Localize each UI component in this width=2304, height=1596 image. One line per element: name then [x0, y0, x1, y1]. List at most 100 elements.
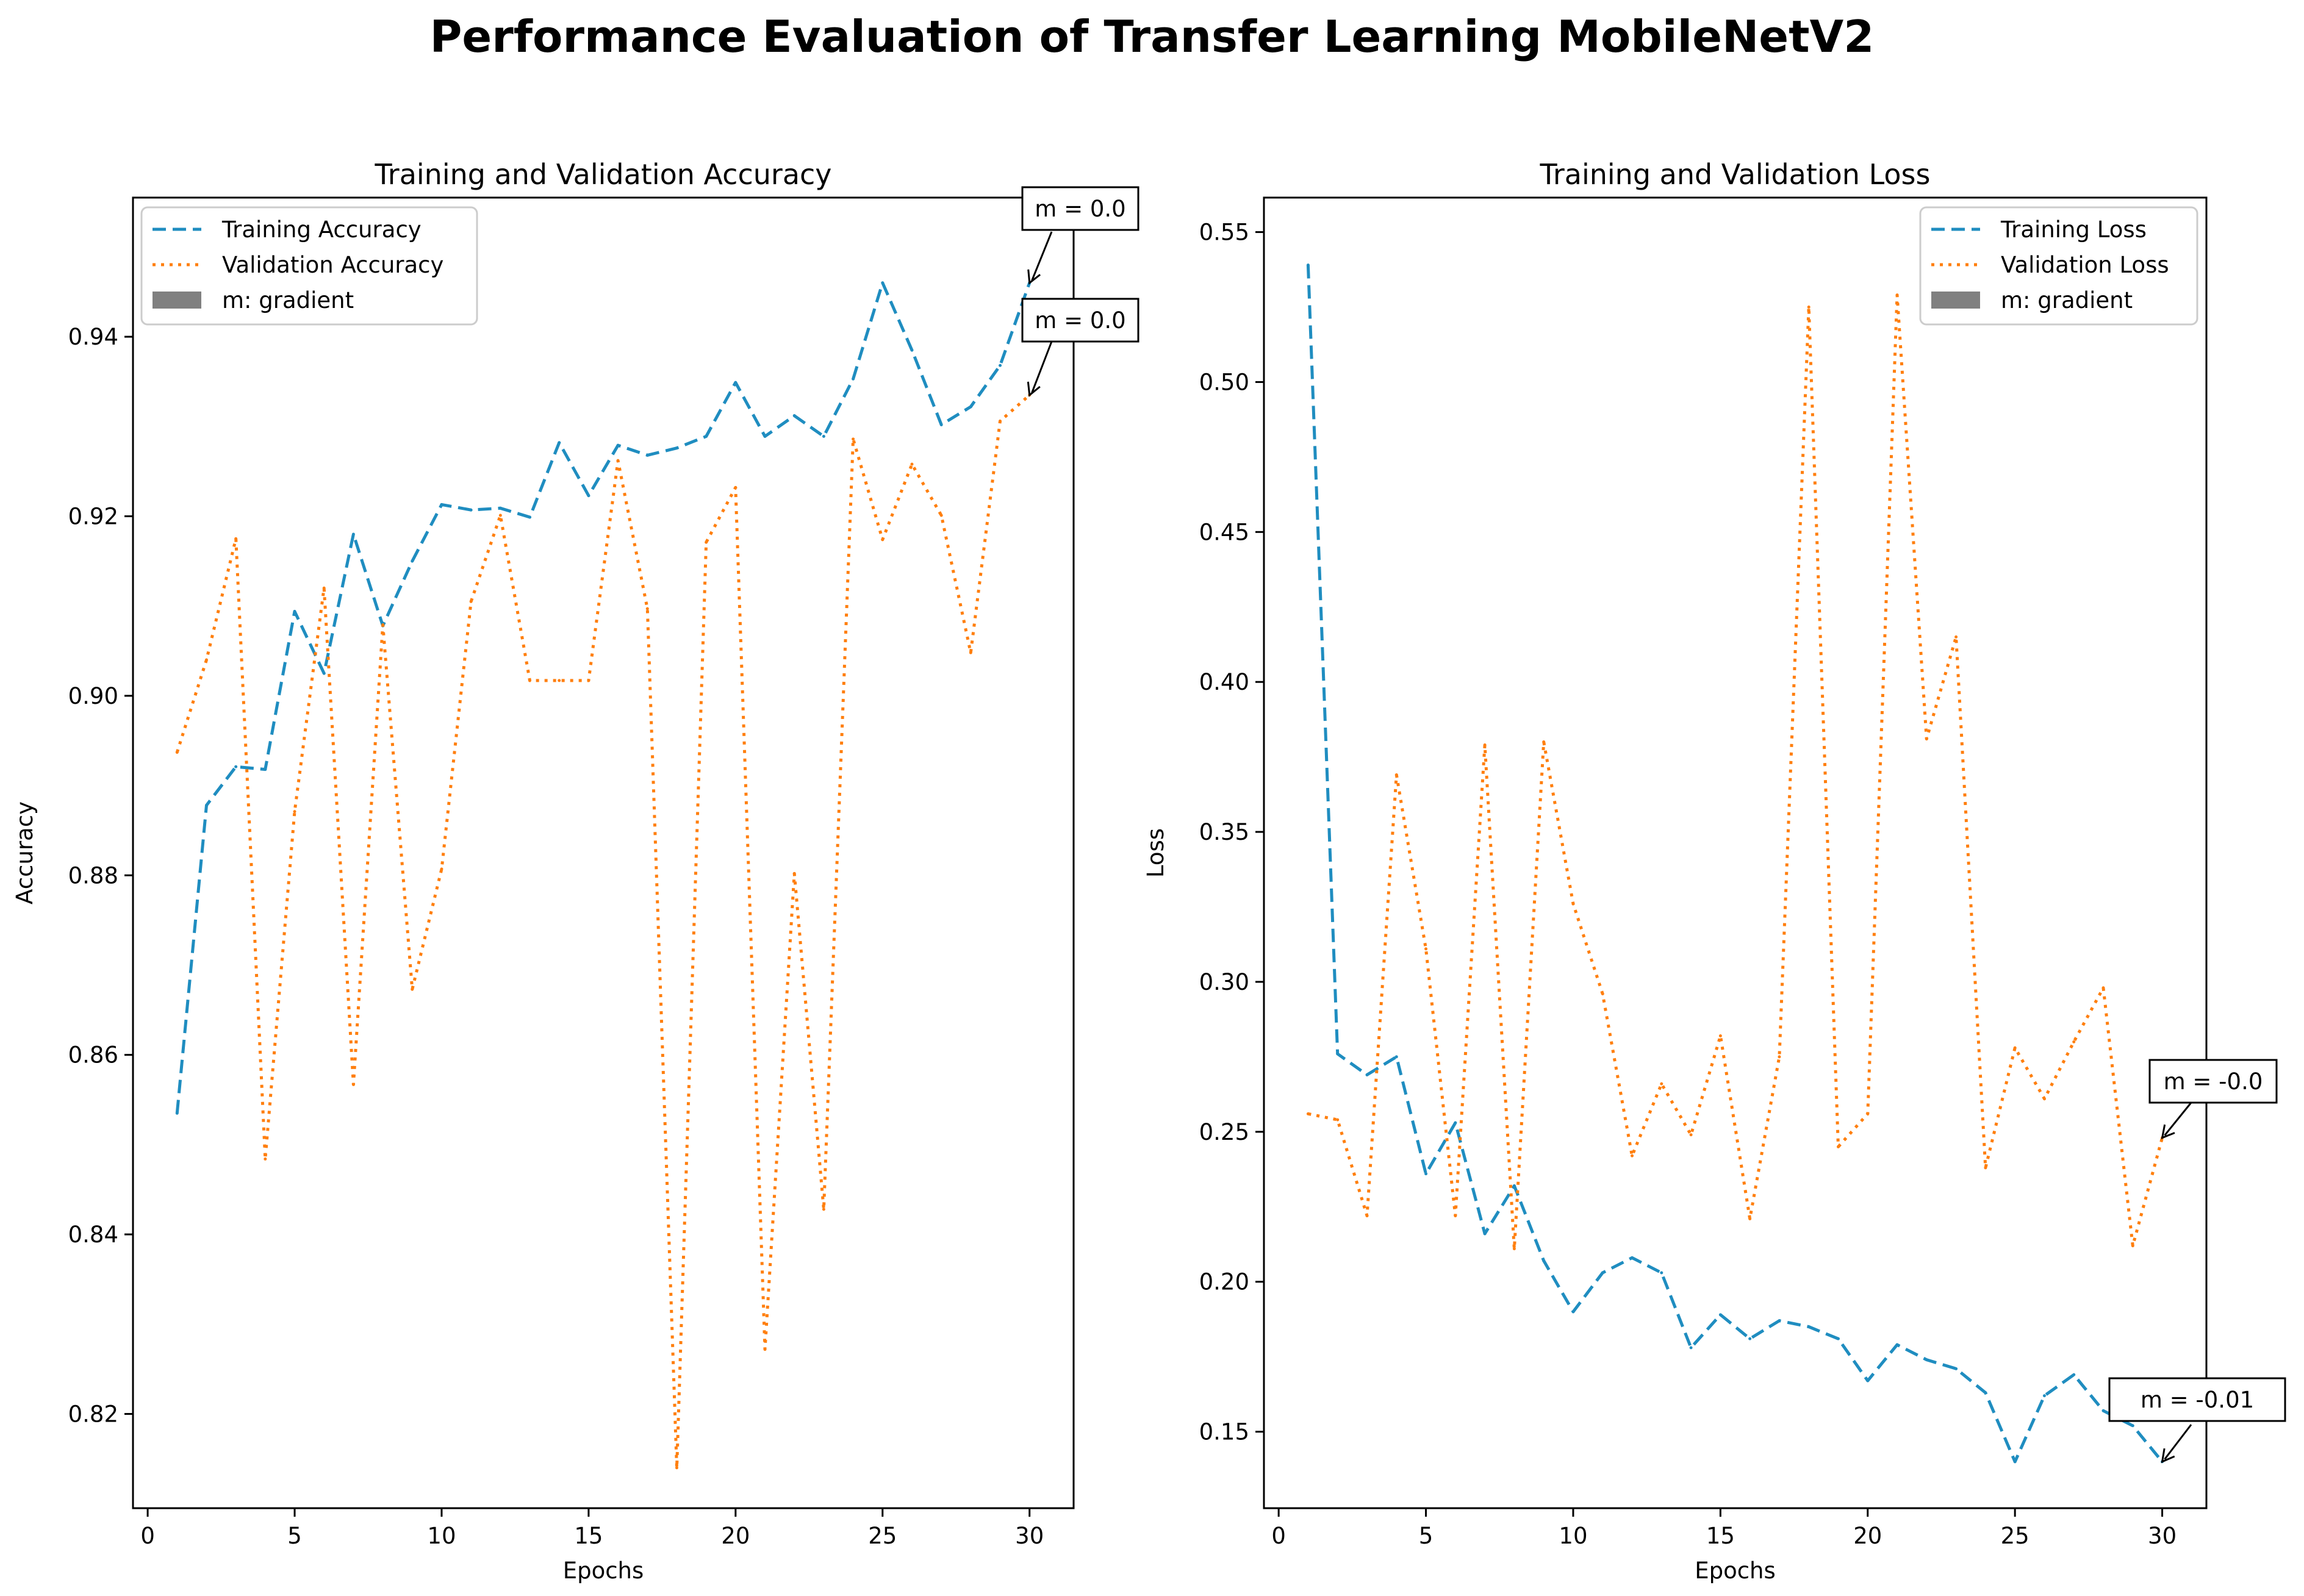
annotation-text: m = 0.0: [1035, 196, 1125, 222]
data-point: [1778, 1055, 1781, 1059]
data-point: [587, 494, 590, 498]
data-point: [1925, 737, 1928, 741]
gradient-annotation: m = -0.0: [2148, 1059, 2278, 1140]
gradient-annotation: m = -0.01: [2108, 1377, 2286, 1464]
data-point: [645, 607, 649, 610]
x-axis-label: Epochs: [1695, 1558, 1776, 1584]
data-point: [1454, 1214, 1457, 1218]
data-point: [558, 441, 561, 445]
y-tick-label: 0.25: [1199, 1119, 1249, 1145]
x-tick-label: 5: [287, 1523, 302, 1549]
data-point: [999, 363, 1002, 367]
data-point: [234, 537, 238, 540]
data-point: [2131, 1424, 2134, 1428]
data-point: [469, 508, 473, 512]
data-point: [204, 658, 208, 662]
data-point: [1954, 1367, 1958, 1370]
legend: Training Accuracy Validation Accuracy m: g…: [140, 206, 478, 326]
data-point: [1365, 1214, 1369, 1218]
x-tick-label: 25: [2001, 1523, 2029, 1549]
y-tick-label: 0.30: [1199, 969, 1249, 995]
annotation-box: [2148, 1059, 2278, 1104]
data-point: [411, 559, 414, 563]
x-tick-label: 0: [1271, 1523, 1286, 1549]
data-point: [792, 871, 796, 875]
data-point: [1631, 1154, 1634, 1158]
data-point: [1954, 635, 1958, 639]
data-point: [1984, 1391, 1987, 1395]
legend-label: Validation Loss: [2001, 252, 2169, 278]
data-point: [1660, 1082, 1663, 1086]
data-point: [1394, 773, 1398, 777]
data-point: [1718, 1313, 1722, 1317]
data-point: [440, 867, 443, 871]
legend-box: [140, 206, 478, 326]
x-tick-label: 20: [721, 1523, 750, 1549]
x-tick-label: 10: [427, 1523, 456, 1549]
annotation-text: m = -0.0: [2164, 1068, 2263, 1095]
data-point: [852, 437, 855, 441]
annotation-arrow-shaft: [2164, 1102, 2192, 1136]
x-tick-label: 20: [1853, 1523, 1882, 1549]
data-point: [1836, 1145, 1840, 1148]
data-point: [204, 803, 208, 807]
annotation-box: [2108, 1377, 2286, 1422]
data-point: [498, 514, 502, 517]
data-point: [1394, 1055, 1398, 1059]
series-line-training-accuracy: [175, 281, 1032, 1114]
y-tick-label: 0.86: [68, 1042, 118, 1068]
data-point: [175, 1111, 179, 1115]
data-point: [910, 462, 914, 466]
data-point: [381, 623, 385, 627]
legend-label: Training Accuracy: [221, 216, 422, 243]
data-point: [2042, 1097, 2046, 1101]
data-point: [1895, 293, 1899, 297]
y-tick-label: 0.82: [68, 1401, 118, 1427]
data-point: [881, 538, 885, 542]
annotation-arrow-head: [1027, 269, 1041, 285]
data-point: [1571, 1310, 1575, 1314]
data-point: [2013, 1046, 2017, 1050]
legend-box: [1919, 206, 2198, 326]
data-point: [1424, 947, 1428, 951]
y-tick-label: 0.45: [1199, 519, 1249, 545]
x-tick-label: 5: [1419, 1523, 1434, 1549]
annotation-arrow-shaft: [2164, 1424, 2192, 1460]
legend-label: Training Loss: [2000, 216, 2147, 243]
data-point: [1483, 743, 1487, 746]
data-point: [1895, 1343, 1899, 1347]
data-point: [1454, 1121, 1457, 1125]
data-point: [1542, 1259, 1546, 1262]
y-tick-label: 0.84: [68, 1222, 118, 1248]
data-point: [1542, 740, 1546, 744]
data-point: [822, 435, 825, 438]
data-point: [881, 281, 885, 285]
data-point: [763, 1347, 767, 1351]
data-point: [1866, 1379, 1870, 1383]
legend: Training Loss Validation Loss m: gradient: [1919, 206, 2198, 326]
annotation-arrow-head: [2161, 1448, 2175, 1464]
data-point: [1689, 1346, 1693, 1350]
data-point: [1512, 1247, 1516, 1251]
legend-gradient-patch: [1931, 292, 1980, 309]
annotation-arrow-shaft: [1031, 341, 1053, 393]
data-point: [616, 443, 620, 447]
annotation-arrow-head: [2161, 1124, 2175, 1140]
data-point: [1601, 1271, 1604, 1275]
data-point: [852, 377, 855, 381]
y-tick-label: 0.50: [1199, 369, 1249, 395]
data-point: [587, 679, 590, 682]
x-tick-label: 15: [1706, 1523, 1735, 1549]
series-line-validation-loss: [1307, 293, 2164, 1251]
data-point: [440, 503, 443, 506]
data-point: [1571, 902, 1575, 906]
data-point: [792, 414, 796, 418]
y-axis-label: Accuracy: [12, 801, 38, 904]
data-point: [264, 768, 267, 771]
data-point: [2013, 1460, 2017, 1464]
data-point: [558, 679, 561, 682]
chart-title: Training and Validation Loss: [1540, 158, 1931, 191]
x-tick-label: 25: [868, 1523, 897, 1549]
